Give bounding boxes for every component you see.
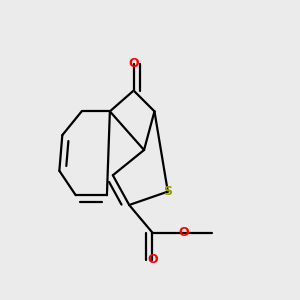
Text: O: O [128, 57, 139, 70]
Text: O: O [179, 226, 190, 239]
Text: S: S [163, 185, 172, 198]
Text: O: O [147, 254, 158, 266]
